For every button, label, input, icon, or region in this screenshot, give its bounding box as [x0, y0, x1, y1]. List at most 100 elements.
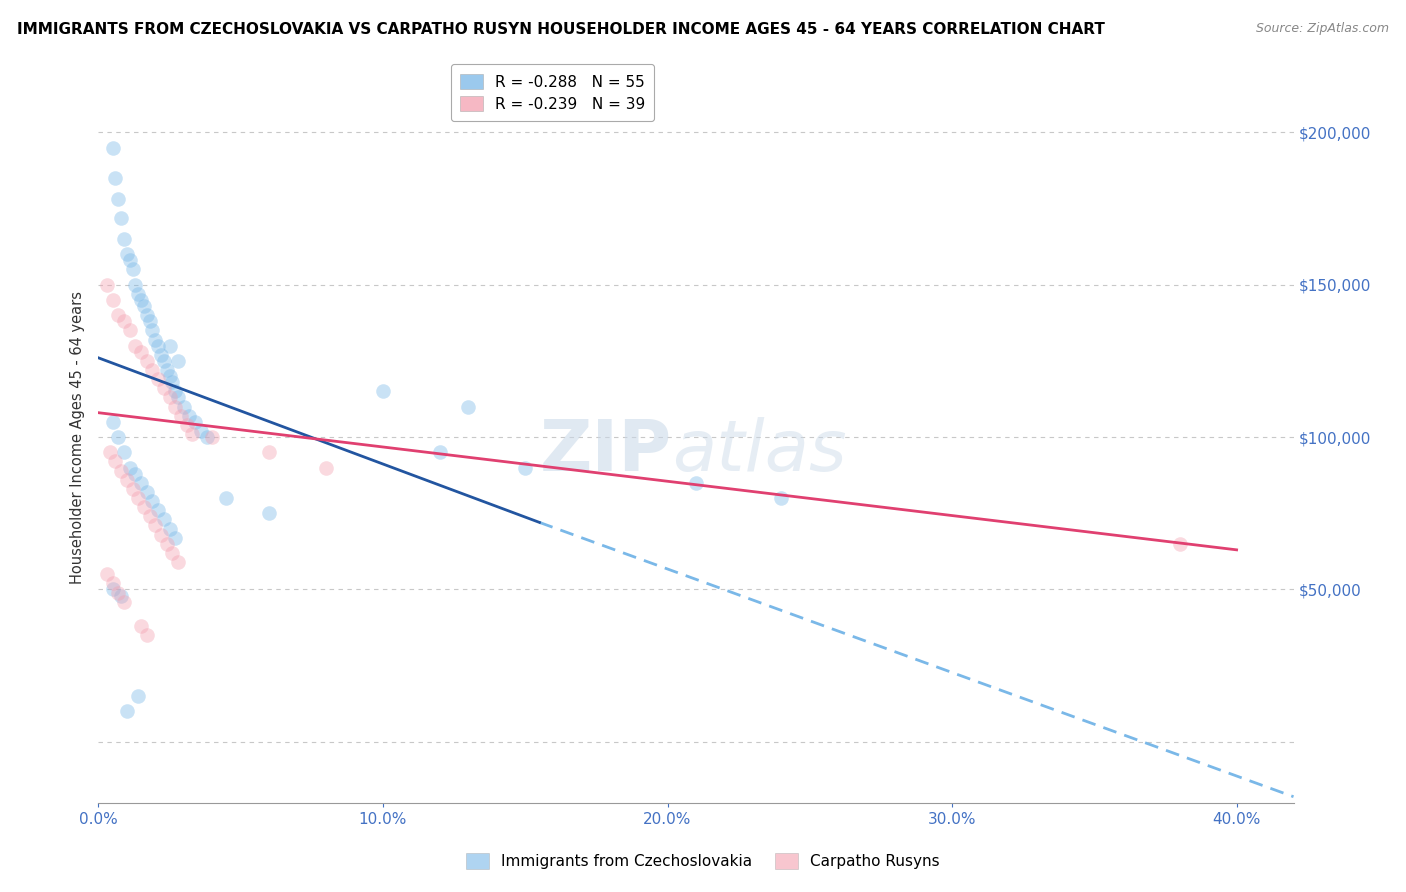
Point	[129, 344, 152, 359]
Point	[371, 384, 394, 399]
Point	[118, 460, 141, 475]
Point	[156, 537, 179, 551]
Point	[101, 415, 124, 429]
Point	[138, 314, 160, 328]
Point	[167, 391, 190, 405]
Point	[153, 354, 176, 368]
Point	[115, 705, 138, 719]
Point	[201, 430, 224, 444]
Point	[107, 192, 129, 206]
Point	[162, 375, 184, 389]
Point	[167, 555, 190, 569]
Point	[124, 338, 146, 352]
Point	[127, 689, 149, 703]
Point	[143, 518, 166, 533]
Point	[141, 363, 163, 377]
Point	[104, 171, 127, 186]
Point	[96, 277, 118, 292]
Point	[165, 384, 187, 399]
Point	[159, 369, 181, 384]
Text: Source: ZipAtlas.com: Source: ZipAtlas.com	[1256, 22, 1389, 36]
Point	[101, 576, 124, 591]
Point	[127, 491, 149, 505]
Point	[257, 445, 280, 459]
Point	[159, 338, 181, 352]
Point	[104, 454, 127, 468]
Point	[101, 140, 124, 154]
Y-axis label: Householder Income Ages 45 - 64 years: Householder Income Ages 45 - 64 years	[69, 291, 84, 583]
Point	[165, 400, 187, 414]
Point	[101, 293, 124, 307]
Point	[429, 445, 451, 459]
Point	[132, 299, 155, 313]
Point	[770, 491, 793, 505]
Point	[153, 381, 176, 395]
Point	[124, 277, 146, 292]
Point	[176, 417, 198, 432]
Point	[127, 286, 149, 301]
Point	[181, 427, 204, 442]
Point	[132, 500, 155, 515]
Point	[315, 460, 337, 475]
Point	[150, 348, 173, 362]
Point	[112, 445, 135, 459]
Point	[101, 582, 124, 597]
Point	[138, 509, 160, 524]
Point	[135, 628, 157, 642]
Point	[118, 253, 141, 268]
Point	[129, 293, 152, 307]
Point	[150, 527, 173, 541]
Point	[124, 467, 146, 481]
Point	[148, 503, 170, 517]
Point	[98, 445, 121, 459]
Point	[257, 506, 280, 520]
Point	[115, 473, 138, 487]
Point	[110, 464, 132, 478]
Point	[170, 409, 193, 423]
Point	[179, 409, 201, 423]
Point	[159, 521, 181, 535]
Point	[107, 430, 129, 444]
Point	[215, 491, 238, 505]
Text: IMMIGRANTS FROM CZECHOSLOVAKIA VS CARPATHO RUSYN HOUSEHOLDER INCOME AGES 45 - 64: IMMIGRANTS FROM CZECHOSLOVAKIA VS CARPAT…	[17, 22, 1105, 37]
Point	[107, 585, 129, 599]
Point	[129, 619, 152, 633]
Point	[148, 338, 170, 352]
Point	[167, 354, 190, 368]
Point	[1168, 537, 1191, 551]
Point	[129, 475, 152, 490]
Point	[173, 400, 195, 414]
Point	[159, 391, 181, 405]
Point	[112, 232, 135, 246]
Text: ZIP: ZIP	[540, 417, 672, 486]
Point	[115, 247, 138, 261]
Point	[156, 363, 179, 377]
Point	[141, 494, 163, 508]
Point	[148, 372, 170, 386]
Point	[153, 512, 176, 526]
Point	[190, 424, 212, 438]
Point	[143, 333, 166, 347]
Point	[135, 354, 157, 368]
Legend: R = -0.288   N = 55, R = -0.239   N = 39: R = -0.288 N = 55, R = -0.239 N = 39	[451, 64, 654, 120]
Point	[195, 430, 218, 444]
Point	[515, 460, 537, 475]
Point	[121, 262, 143, 277]
Point	[141, 323, 163, 337]
Point	[110, 589, 132, 603]
Text: atlas: atlas	[672, 417, 846, 486]
Point	[112, 314, 135, 328]
Legend: Immigrants from Czechoslovakia, Carpatho Rusyns: Immigrants from Czechoslovakia, Carpatho…	[460, 847, 946, 875]
Point	[135, 308, 157, 322]
Point	[118, 323, 141, 337]
Point	[107, 308, 129, 322]
Point	[96, 567, 118, 582]
Point	[135, 485, 157, 500]
Point	[457, 400, 479, 414]
Point	[165, 531, 187, 545]
Point	[121, 482, 143, 496]
Point	[110, 211, 132, 225]
Point	[685, 475, 707, 490]
Point	[112, 594, 135, 608]
Point	[162, 546, 184, 560]
